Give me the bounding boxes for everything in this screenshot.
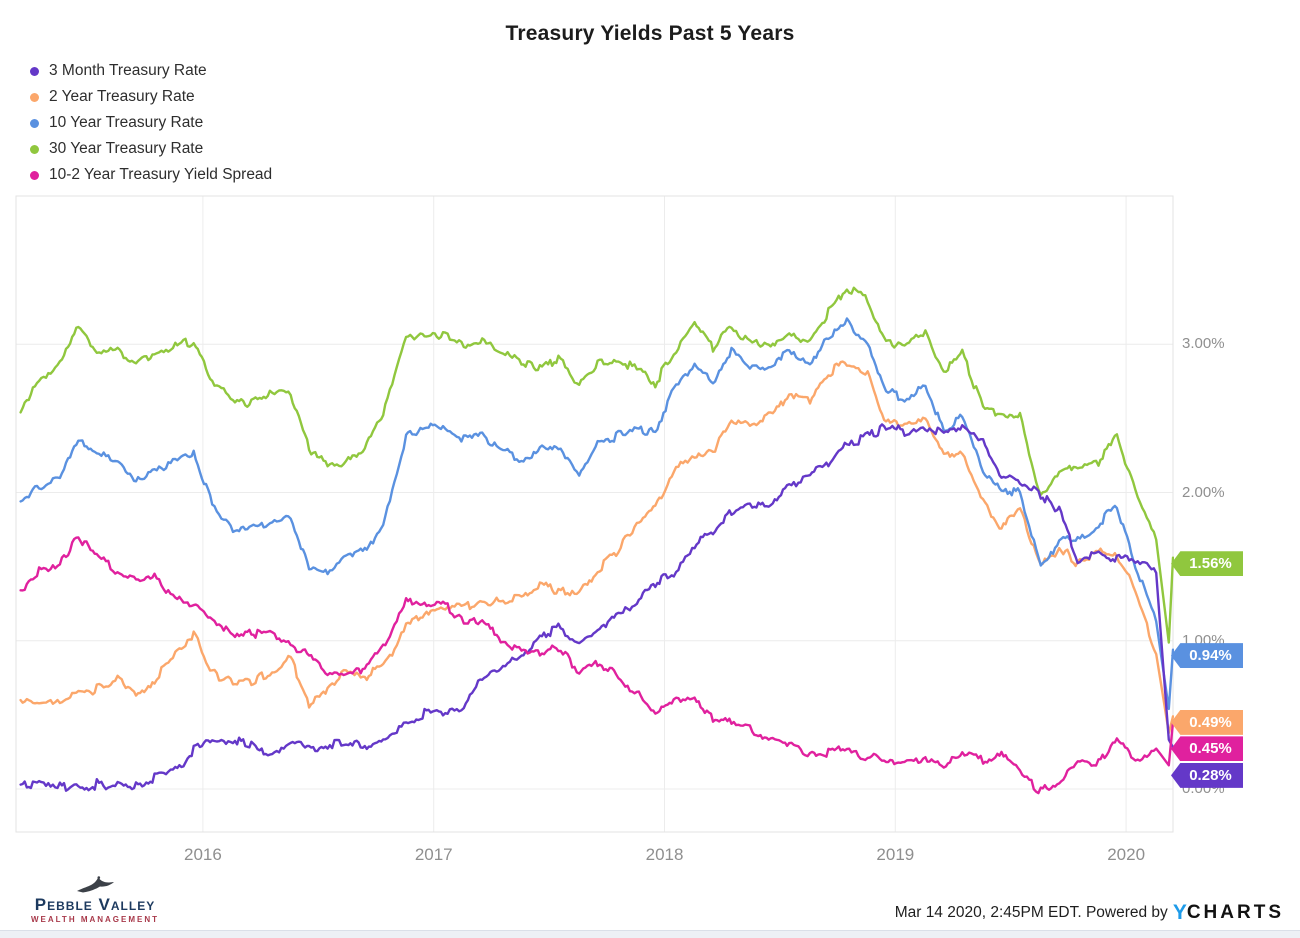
x-axis-label: 2016 (184, 845, 222, 864)
chart-title: Treasury Yields Past 5 Years (505, 22, 795, 45)
series-line-two-year (19, 360, 1174, 735)
series-line-thirty-year (19, 286, 1174, 644)
last-value-tag-thirty-year: 1.56% (1171, 551, 1243, 577)
y-axis-label: 2.00% (1182, 483, 1225, 501)
legend-label: 3 Month Treasury Rate (49, 62, 207, 79)
timestamp-text: Mar 14 2020, 2:45PM EDT. Powered by (894, 904, 1168, 921)
plot-border (15, 195, 1174, 833)
brand-logo: Pebble Valley WEALTH MANAGEMENT (24, 872, 166, 925)
series-line-ten-year (19, 317, 1174, 711)
legend-label: 2 Year Treasury Rate (49, 88, 195, 105)
x-axis-label: 2017 (414, 845, 453, 864)
legend-dot-icon (30, 118, 39, 128)
legend-item-two-year: 2 Year Treasury Rate (30, 84, 272, 110)
last-value-tag-three-month: 0.28% (1171, 762, 1243, 788)
legend-dot-icon (30, 170, 39, 180)
y-axis-label: 3.00% (1182, 335, 1225, 353)
x-axis-label: 2019 (876, 845, 915, 864)
ycharts-wordmark: CHARTS (1186, 902, 1284, 923)
legend-label: 10 Year Treasury Rate (49, 114, 204, 131)
legend-dot-icon (30, 66, 39, 76)
legend-dot-icon (30, 92, 39, 102)
legend-label: 30 Year Treasury Rate (49, 140, 204, 157)
ycharts-y-glyph: Y (1172, 901, 1187, 924)
eagle-icon (77, 876, 114, 893)
series-line-three-month (19, 423, 1174, 792)
legend-item-ten-year: 10 Year Treasury Rate (30, 110, 272, 136)
x-axis-label: 2018 (645, 845, 684, 864)
brand-name: Pebble Valley (34, 895, 156, 914)
last-value-tag-ten-year: 0.94% (1171, 643, 1243, 669)
series-line-ten-two-spread (19, 536, 1174, 795)
bottom-strip (0, 930, 1300, 938)
brand-tagline: WEALTH MANAGEMENT (30, 915, 160, 924)
attribution: Mar 14 2020, 2:45PM EDT. Powered by Y CHA… (895, 901, 1284, 925)
legend-item-ten-two-spread: 10-2 Year Treasury Yield Spread (30, 162, 272, 188)
ycharts-logo[interactable]: Y CHARTS (1173, 901, 1284, 925)
last-value-tag-ten-two-spread: 0.45% (1171, 736, 1243, 762)
legend-item-three-month: 3 Month Treasury Rate (30, 58, 272, 84)
legend-label: 10-2 Year Treasury Yield Spread (49, 166, 273, 183)
legend-dot-icon (30, 144, 39, 154)
legend: 3 Month Treasury Rate 2 Year Treasury Rat… (30, 58, 272, 188)
last-value-tag-two-year: 0.49% (1171, 709, 1243, 735)
x-axis-label: 2020 (1107, 845, 1146, 864)
legend-item-thirty-year: 30 Year Treasury Rate (30, 136, 272, 162)
